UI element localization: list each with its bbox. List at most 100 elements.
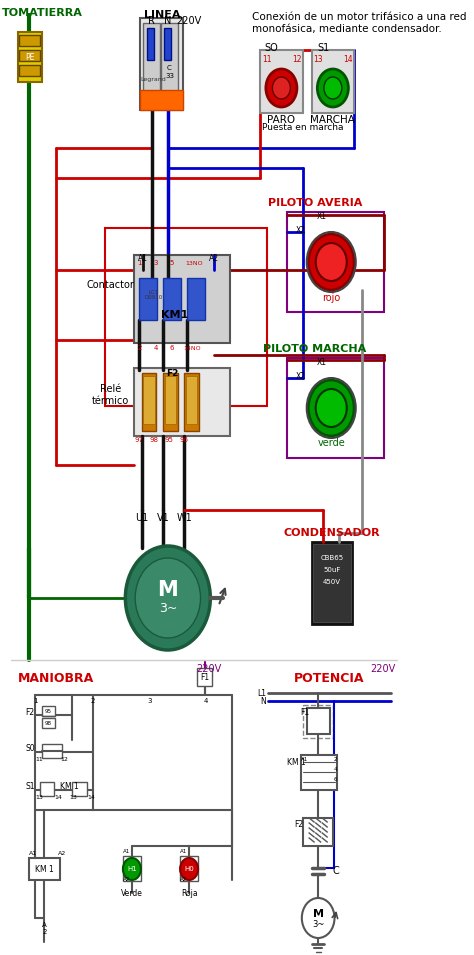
Text: 98: 98 (45, 720, 52, 726)
Text: 12: 12 (60, 756, 68, 761)
Text: Roja: Roja (181, 888, 197, 898)
Text: A1: A1 (301, 757, 308, 762)
Text: 98: 98 (149, 437, 158, 443)
Circle shape (180, 858, 198, 880)
Circle shape (123, 858, 141, 880)
Text: 50uF: 50uF (323, 567, 341, 573)
Text: 14: 14 (87, 795, 95, 799)
Text: 14: 14 (55, 795, 62, 799)
Text: A2: A2 (209, 253, 219, 263)
Circle shape (309, 234, 354, 290)
Text: MANIOBRA: MANIOBRA (18, 672, 94, 685)
Text: 3~: 3~ (312, 920, 324, 928)
Text: R: R (148, 16, 155, 26)
Text: X2: X2 (296, 225, 306, 235)
Bar (303, 818, 333, 846)
Text: A2: A2 (123, 877, 130, 882)
Text: 14NO: 14NO (183, 346, 201, 350)
Text: 12: 12 (292, 55, 302, 64)
Text: PARO: PARO (267, 115, 295, 125)
Text: C
33: C 33 (165, 66, 174, 78)
Text: TOMATIERRA: TOMATIERRA (1, 8, 82, 18)
Text: A1: A1 (123, 849, 130, 854)
Text: 5: 5 (170, 260, 174, 266)
Text: Conexión de un motor trifásico a una red
monofásica, mediante condensador.: Conexión de un motor trifásico a una red… (252, 12, 466, 33)
Bar (303, 705, 333, 738)
Bar (105, 228, 267, 406)
Circle shape (135, 558, 201, 638)
Text: V1: V1 (156, 513, 169, 523)
Text: Verde: Verde (121, 888, 143, 898)
Text: N: N (164, 16, 172, 26)
Text: 3~: 3~ (159, 602, 177, 614)
Text: CBB65: CBB65 (320, 555, 344, 561)
Text: 450V: 450V (323, 579, 341, 585)
Text: F1: F1 (300, 708, 310, 717)
Text: H0: H0 (184, 866, 194, 872)
Text: X1: X1 (317, 357, 327, 367)
Bar (19, 50, 40, 61)
Text: KM 1: KM 1 (35, 864, 54, 874)
Text: X2: X2 (296, 371, 306, 380)
Text: X1: X1 (317, 211, 327, 221)
Text: 13: 13 (70, 795, 78, 799)
Bar (164, 28, 171, 60)
Circle shape (324, 77, 342, 99)
Text: F2: F2 (294, 820, 303, 829)
Bar (143, 23, 160, 106)
Text: 97: 97 (135, 437, 144, 443)
Bar (307, 708, 329, 734)
Text: KM 1: KM 1 (287, 758, 306, 767)
Circle shape (316, 389, 347, 427)
Text: A1: A1 (180, 849, 187, 854)
Text: verde: verde (318, 438, 345, 448)
Bar (164, 376, 176, 424)
Text: 1: 1 (33, 698, 38, 704)
Text: 2: 2 (334, 757, 337, 762)
Text: CONDENSADOR: CONDENSADOR (284, 528, 380, 538)
Text: 95: 95 (45, 709, 52, 713)
Text: A1: A1 (138, 253, 148, 263)
Text: C: C (333, 866, 339, 876)
Text: A1: A1 (29, 851, 37, 856)
Text: Puesta en marcha: Puesta en marcha (262, 123, 343, 133)
Circle shape (266, 69, 297, 107)
Text: N: N (260, 696, 266, 706)
Bar (313, 544, 351, 622)
Bar (19, 35, 40, 46)
Bar (29, 858, 60, 880)
Text: M: M (157, 580, 178, 600)
Text: 14: 14 (344, 55, 353, 64)
Text: 2: 2 (137, 345, 141, 351)
Text: Relé
térmico: Relé térmico (92, 384, 129, 406)
Text: 13: 13 (313, 55, 323, 64)
Text: PILOTO MARCHA: PILOTO MARCHA (263, 344, 366, 354)
Text: LC1
D0910: LC1 D0910 (144, 289, 162, 301)
Text: 2: 2 (91, 698, 95, 704)
Circle shape (125, 546, 210, 650)
Text: KM1: KM1 (161, 310, 188, 320)
Text: F2: F2 (26, 708, 35, 716)
Text: S0: S0 (26, 744, 36, 753)
Text: 4: 4 (203, 698, 208, 704)
Text: A
2: A 2 (42, 922, 47, 935)
Bar (140, 18, 182, 110)
Bar (146, 28, 154, 60)
Bar (311, 542, 353, 624)
Text: L1: L1 (257, 689, 266, 697)
Text: S1: S1 (26, 781, 35, 791)
Text: A2: A2 (180, 877, 187, 882)
Text: KM 1: KM 1 (60, 781, 79, 791)
Text: MARCHA: MARCHA (310, 115, 356, 125)
Text: 6: 6 (334, 777, 337, 782)
Text: rojo: rojo (322, 293, 340, 303)
Bar (19, 65, 40, 76)
Bar (42, 706, 55, 716)
Text: LINEA: LINEA (144, 10, 181, 20)
Bar (139, 278, 157, 320)
Bar (142, 373, 156, 431)
Text: 13NO: 13NO (185, 261, 203, 265)
Bar (72, 782, 87, 796)
Text: 13: 13 (36, 795, 44, 799)
Text: 4: 4 (154, 345, 158, 351)
